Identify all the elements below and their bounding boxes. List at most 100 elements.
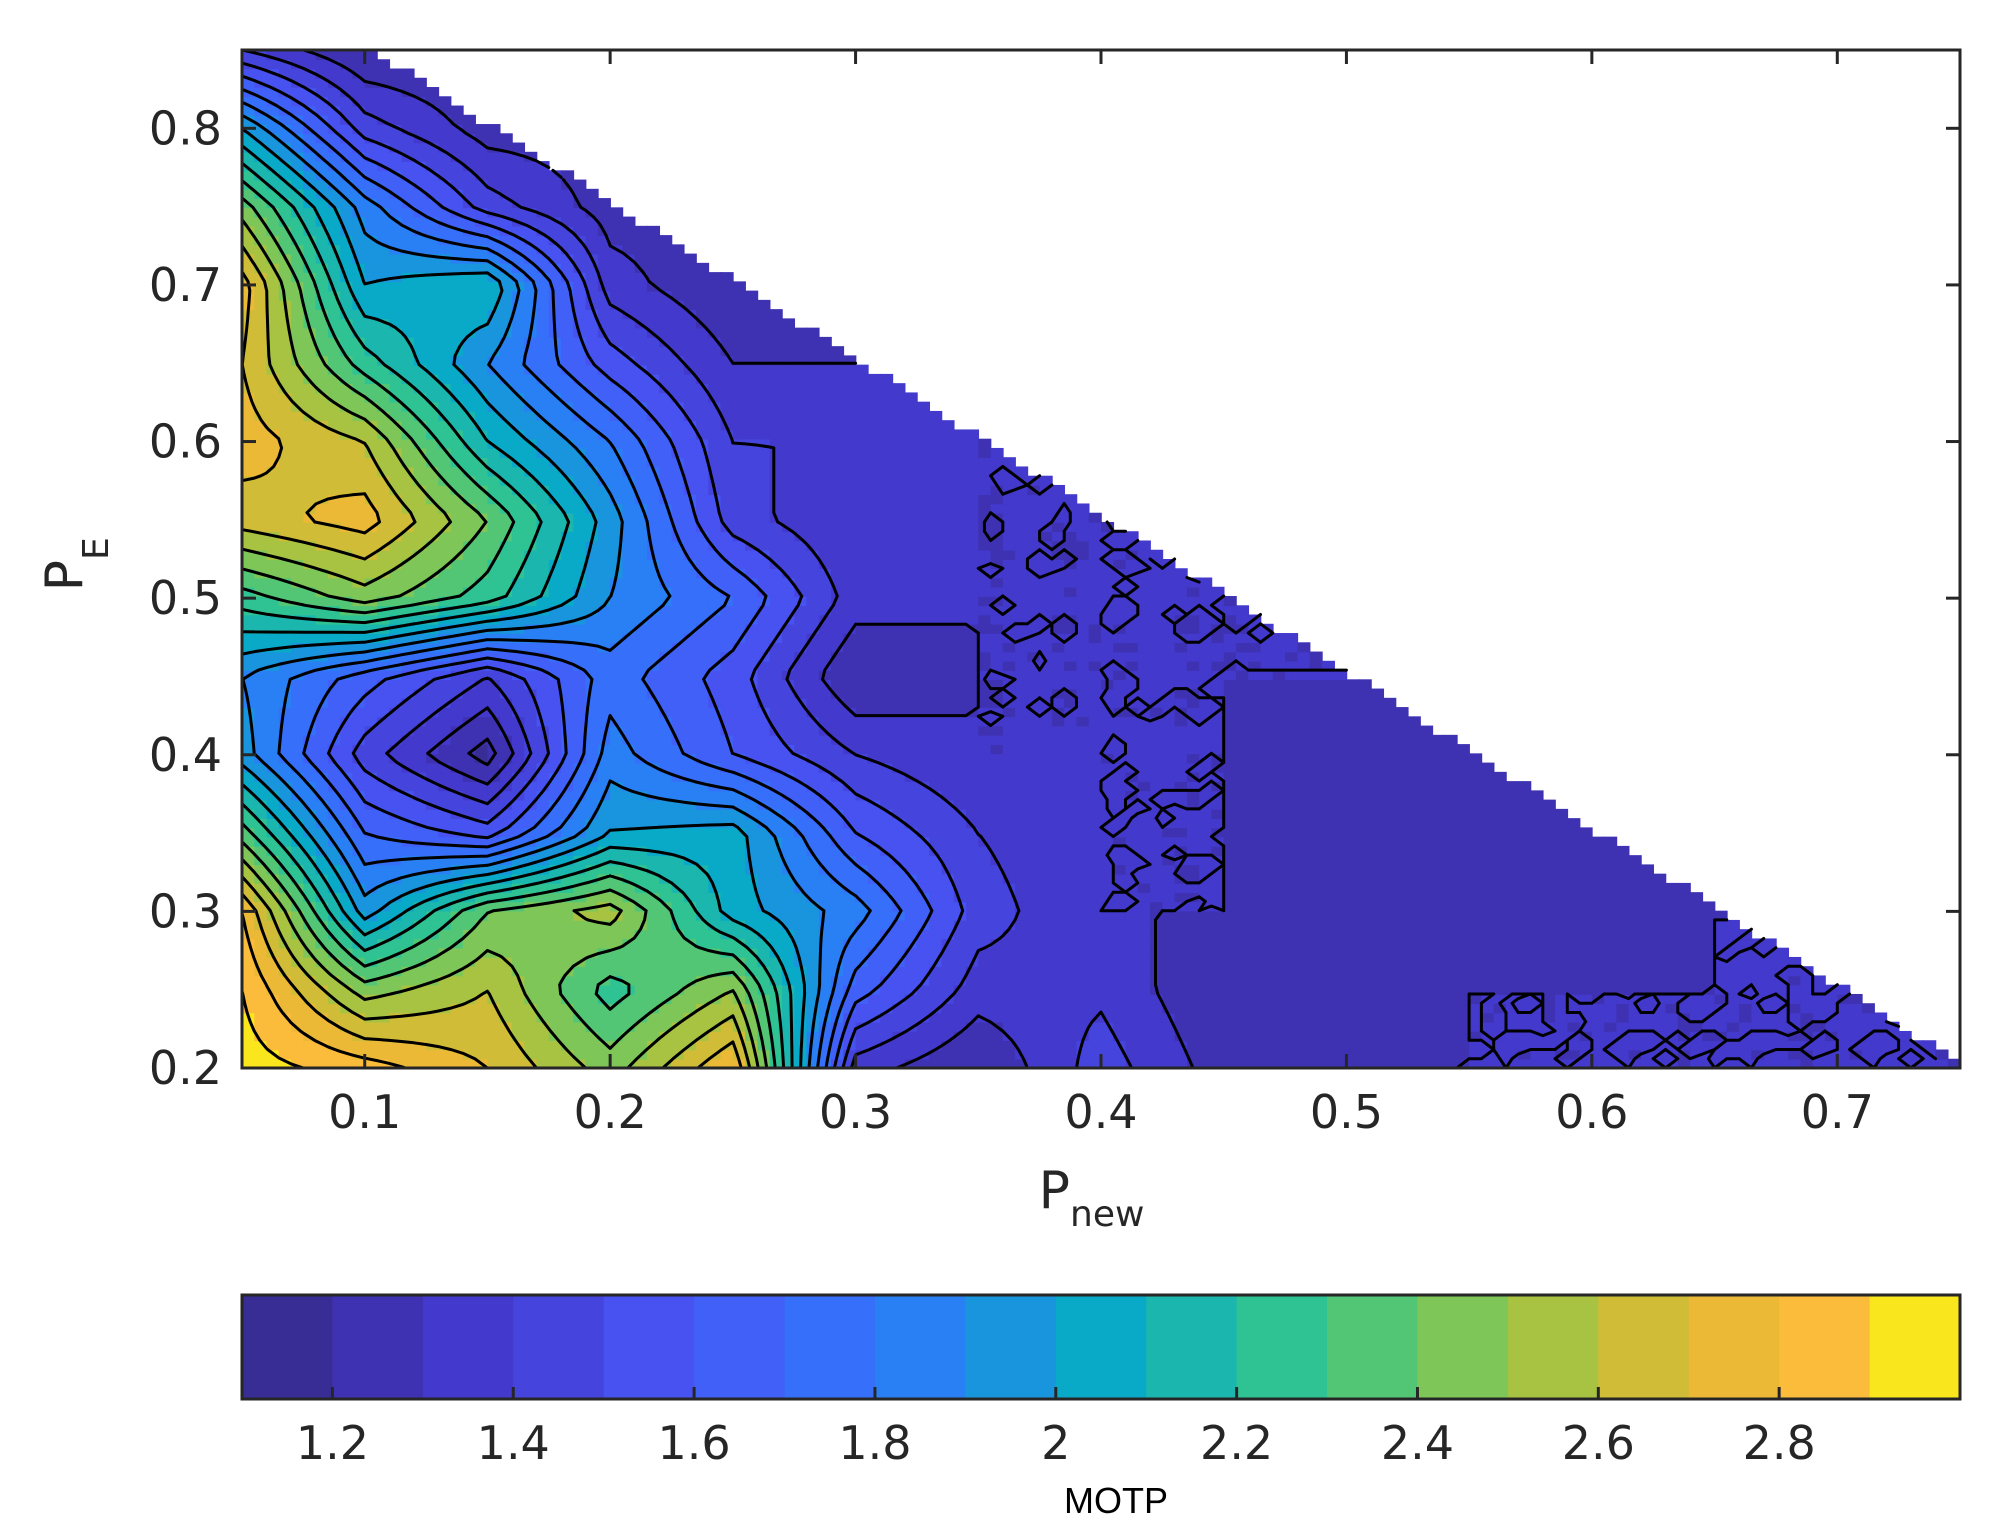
contour-cell [438,975,452,986]
contour-cell [1407,855,1421,866]
contour-cell [413,919,427,930]
contour-cell [610,938,624,949]
contour-cell [315,836,329,847]
contour-cell [1383,855,1397,866]
contour-cell [683,781,697,792]
contour-cell [1186,956,1200,967]
contour-cell [1591,956,1605,967]
contour-cell [511,836,526,847]
contour-cell [929,697,943,708]
contour-cell [1420,808,1434,819]
contour-cell [1051,734,1065,745]
contour-cell [462,966,476,977]
contour-cell [1248,919,1262,930]
contour-cell [1015,762,1029,773]
contour-cell [1309,993,1323,1005]
contour-cell [597,855,611,866]
contour-cell [1235,697,1250,708]
contour-cell [916,1030,930,1042]
contour-cell [806,790,820,801]
contour-cell [769,771,783,782]
contour-cell [892,799,906,810]
contour-cell [1616,901,1630,912]
contour-cell [352,827,366,838]
contour-cell [278,993,292,1005]
contour-cell [831,938,845,949]
contour-cell [1542,892,1556,903]
contour-cell [966,1030,980,1042]
contour-cell [376,836,391,847]
contour-cell [266,1030,280,1042]
contour-cell [1812,1058,1826,1068]
contour-cell [1064,910,1078,921]
contour-cell [340,1012,354,1023]
contour-cell [1505,919,1520,930]
contour-cell [610,993,624,1005]
contour-cell [1125,1040,1139,1051]
contour-cell [1285,845,1299,856]
contour-cell [671,1058,685,1068]
contour-cell [831,670,845,681]
contour-cell [1248,716,1262,727]
contour-cell [401,744,415,755]
contour-cell [659,660,673,671]
contour-cell [1260,716,1274,727]
contour-cell [511,947,526,958]
contour-cell [475,771,489,782]
contour-cell [352,910,366,921]
contour-cell [1800,1012,1814,1023]
contour-cell [364,790,378,801]
contour-cell [1248,1058,1262,1068]
contour-cell [1162,744,1176,755]
contour-cell [413,864,427,875]
contour-cell [831,1003,845,1014]
contour-cell [1763,1040,1777,1051]
contour-cell [1064,901,1078,912]
contour-cell [732,882,746,893]
contour-cell [1690,938,1704,949]
contour-cell [548,790,562,801]
contour-cell [1481,966,1495,977]
contour-cell [1309,688,1323,699]
contour-cell [1604,836,1618,847]
contour-cell [475,873,489,884]
contour-cell [1370,827,1385,838]
contour-cell [1285,836,1299,847]
contour-cell [450,818,464,829]
contour-cell [929,947,943,958]
contour-cell [1334,873,1348,884]
contour-cell [401,799,415,810]
contour-cell [1591,855,1605,866]
contour-cell [683,910,697,921]
contour-cell [1186,679,1200,690]
contour-cell [1150,725,1164,736]
contour-cell [364,660,378,671]
contour-cell [1113,836,1127,847]
contour-cell [438,1021,452,1032]
contour-cell [769,845,783,856]
contour-cell [683,679,697,690]
contour-cell [401,818,415,829]
contour-cell [1567,966,1581,977]
contour-cell [242,781,256,792]
contour-cell [1223,993,1237,1005]
contour-cell [659,966,673,977]
contour-cell [1739,947,1753,958]
contour-cell [818,975,832,986]
contour-cell [1186,1058,1200,1068]
contour-cell [536,799,550,810]
contour-cell [487,660,501,671]
contour-cell [1788,984,1802,995]
contour-cell [978,762,992,773]
contour-cell [352,1049,366,1060]
contour-cell [1174,864,1188,875]
contour-cell [487,1058,501,1068]
contour-cell [1260,1030,1274,1042]
contour-cell [1137,790,1151,801]
contour-cell [1272,910,1286,921]
contour-cell [904,744,918,755]
contour-cell [1064,1030,1078,1042]
contour-cell [1370,808,1385,819]
contour-cell [1604,855,1618,866]
contour-cell [1518,864,1532,875]
